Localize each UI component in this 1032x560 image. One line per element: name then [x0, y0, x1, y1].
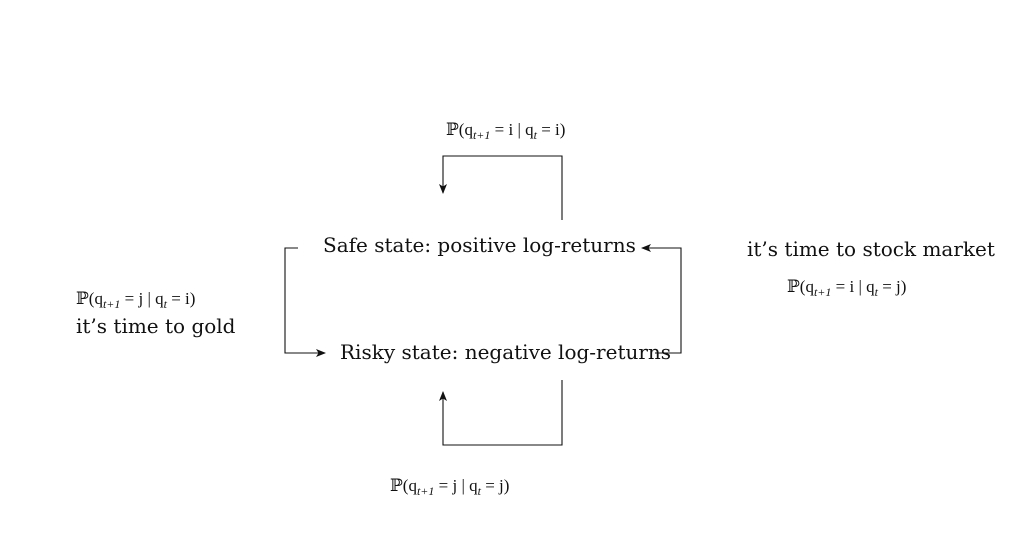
risky-to-safe-arrow	[641, 244, 682, 354]
safe-state-label: Safe state: positive log-returns	[323, 233, 636, 257]
gold-annotation: it’s time to gold	[76, 314, 236, 338]
safe-self-loop-prob: ℙ(qt+1 = i | qt = i)	[446, 120, 565, 142]
safe-self-loop-arrow	[439, 155, 563, 220]
risky-self-loop-arrow	[439, 380, 563, 446]
safe-to-risky-prob: ℙ(qt+1 = j | qt = i)	[76, 289, 195, 311]
risky-self-loop-prob: ℙ(qt+1 = j | qt = j)	[390, 476, 509, 498]
risky-state-label: Risky state: negative log-returns	[340, 340, 671, 364]
stock-market-annotation: it’s time to stock market	[747, 237, 995, 261]
risky-to-safe-prob: ℙ(qt+1 = i | qt = j)	[787, 277, 906, 299]
safe-to-risky-arrow	[284, 247, 326, 357]
